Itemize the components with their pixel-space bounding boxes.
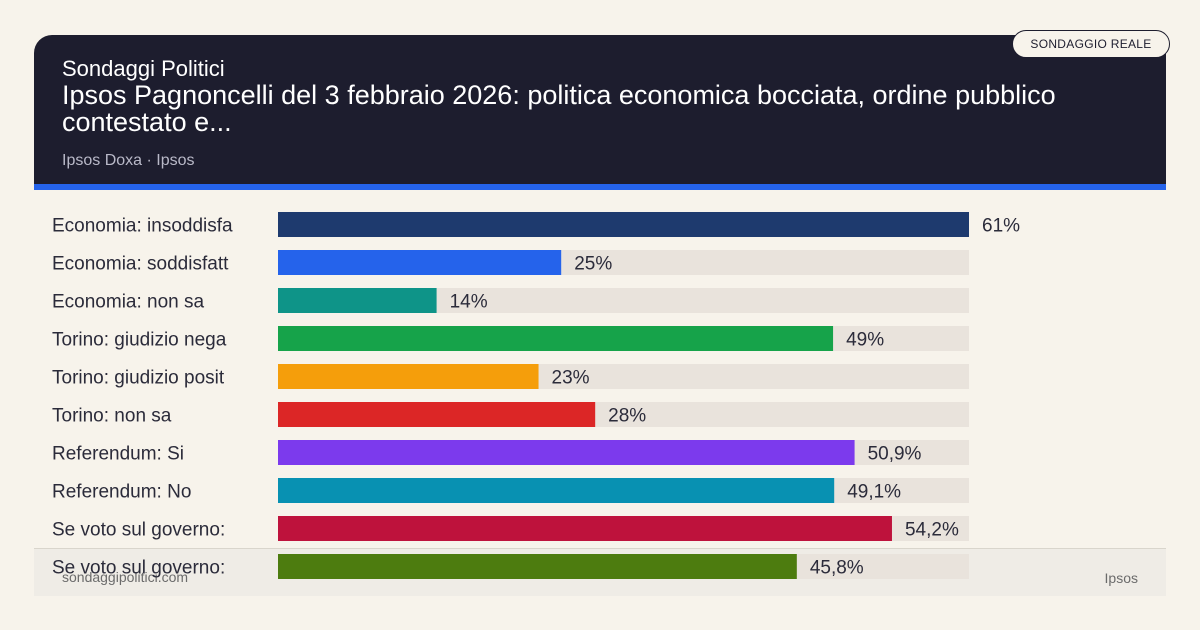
category-label: Economia: insoddisfa [52,216,233,237]
header-panel: Sondaggi Politici Ipsos Pagnoncelli del … [34,35,1166,184]
bar-row: Economia: non sa 14% [52,288,969,313]
category-label: Torino: giudizio posit [52,368,225,389]
footer-site: sondaggipolitici.com [62,569,189,585]
bar [278,516,892,541]
bar [278,402,596,427]
footer-brand: Ipsos [1104,570,1138,586]
bar-row: Referendum: Si 50,9% [52,440,969,465]
bar [278,212,969,237]
bar [278,288,437,313]
bar [278,250,562,275]
category-label: Se voto sul governo: [52,558,225,579]
category-label: Torino: non sa [52,406,172,427]
category-label: Torino: giudizio nega [52,330,227,351]
bar-row: Se voto sul governo: 54,2% [52,516,969,541]
value-label: 25% [574,254,612,275]
bar-row: Economia: insoddisfa 61% [52,212,1020,237]
status-badge: SONDAGGIO REALE [1012,30,1170,58]
bar-row: Referendum: No 49,1% [52,478,969,503]
bar [278,478,835,503]
category-label: Referendum: Si [52,444,184,465]
value-label: 50,9% [868,444,922,465]
bar [278,364,539,389]
category-label: Economia: soddisfatt [52,254,229,275]
page-title: Ipsos Pagnoncelli del 3 febbraio 2026: p… [62,80,1056,137]
value-label: 54,2% [905,520,959,541]
value-label: 61% [982,216,1020,237]
value-label: 49,1% [847,482,901,503]
source-label: Ipsos Doxa · Ipsos [62,152,195,169]
bar-row: Torino: giudizio nega 49% [52,326,969,351]
bar-row: Se voto sul governo: 45,8% [52,554,969,579]
value-label: 45,8% [810,558,864,579]
bar [278,326,834,351]
value-label: 14% [450,292,488,313]
category-label: Referendum: No [52,482,191,503]
header-accent-bar [34,184,1166,190]
value-label: 49% [846,330,884,351]
category-label: Economia: non sa [52,292,205,313]
header-kicker: Sondaggi Politici [62,56,225,81]
bar [278,440,855,465]
category-label: Se voto sul governo: [52,520,225,541]
bar-row: Torino: non sa 28% [52,402,969,427]
value-label: 28% [608,406,646,427]
value-label: 23% [552,368,590,389]
bar-row: Economia: soddisfatt 25% [52,250,969,275]
bar-row: Torino: giudizio posit 23% [52,364,969,389]
bar [278,554,797,579]
